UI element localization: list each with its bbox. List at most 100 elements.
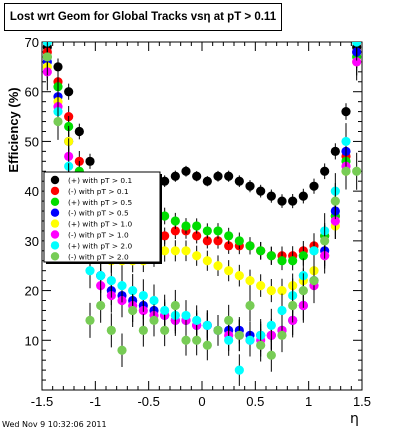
data-point <box>170 226 180 236</box>
legend-entry-label: (-) with pT > 0.5 <box>68 209 129 218</box>
data-point <box>213 226 223 236</box>
y-tick-label: 70 <box>25 35 39 50</box>
data-point <box>224 266 234 276</box>
data-point <box>170 216 180 226</box>
data-point <box>213 261 223 271</box>
x-tick-label: 1 <box>305 394 312 409</box>
data-point <box>245 241 255 251</box>
data-point <box>213 171 223 181</box>
legend-marker <box>50 252 60 261</box>
data-point <box>266 285 276 296</box>
data-point <box>224 335 234 345</box>
legend-entry-label: (-) with pT > 1.0 <box>68 231 129 240</box>
data-point <box>341 107 351 117</box>
data-point <box>149 315 159 325</box>
data-point <box>266 350 276 360</box>
data-point <box>181 166 191 176</box>
data-point <box>181 335 191 345</box>
data-point <box>160 231 170 241</box>
data-point <box>53 62 63 72</box>
data-point <box>160 305 170 316</box>
data-point <box>266 320 276 330</box>
data-point <box>202 176 212 186</box>
y-tick-label: 30 <box>25 234 39 249</box>
data-point <box>224 315 234 325</box>
legend-marker <box>50 186 60 196</box>
legend-entry-label: (+) with pT > 0.1 <box>68 176 132 185</box>
legend-marker <box>50 241 60 250</box>
data-point <box>128 305 138 316</box>
legend-box <box>43 171 161 263</box>
data-point <box>320 236 330 246</box>
data-point <box>245 335 255 345</box>
data-point <box>330 146 340 156</box>
data-point <box>352 57 362 67</box>
data-point <box>309 276 319 286</box>
x-tick-label: 0 <box>198 394 205 409</box>
data-point <box>256 340 266 350</box>
data-point <box>234 236 244 246</box>
data-point <box>192 251 202 261</box>
data-point <box>149 295 159 306</box>
data-point <box>234 330 244 340</box>
data-point <box>128 285 138 296</box>
data-point <box>330 196 340 206</box>
data-point <box>202 226 212 236</box>
data-point <box>181 221 191 231</box>
data-point <box>224 241 234 251</box>
data-point <box>181 310 191 321</box>
data-point <box>42 52 52 62</box>
data-point <box>256 186 266 196</box>
data-point <box>96 300 106 311</box>
data-point <box>352 166 362 176</box>
data-point <box>202 320 212 330</box>
legend-entry-label: (+) with pT > 2.0 <box>68 241 132 250</box>
legend-marker <box>50 197 60 206</box>
data-point <box>288 300 298 311</box>
data-point <box>106 325 116 335</box>
data-point <box>160 176 170 186</box>
data-point <box>170 246 180 256</box>
x-tick-label: 1.5 <box>353 394 371 409</box>
data-point <box>352 42 362 47</box>
y-tick-label: 20 <box>25 284 39 299</box>
legend-marker <box>50 230 60 239</box>
data-point <box>277 305 287 316</box>
x-tick-label: -0.5 <box>137 394 159 409</box>
data-point <box>85 266 95 276</box>
data-point <box>74 126 84 137</box>
data-point <box>309 181 319 191</box>
y-tick-label: 10 <box>25 333 39 348</box>
data-point <box>266 191 276 201</box>
data-point <box>192 315 202 325</box>
x-tick-label: 0.5 <box>246 394 264 409</box>
data-point <box>245 276 255 286</box>
data-point <box>85 315 95 325</box>
y-axis-label: Efficiency (%) <box>6 87 21 172</box>
data-point <box>234 365 244 375</box>
legend-entry-label: (+) with pT > 1.0 <box>68 220 132 229</box>
data-point <box>266 251 276 261</box>
data-point <box>224 171 234 181</box>
data-point <box>202 340 212 350</box>
data-point <box>330 216 340 226</box>
data-point <box>298 191 308 201</box>
x-tick-label: -1 <box>90 394 102 409</box>
data-point <box>202 236 212 246</box>
data-point <box>202 256 212 266</box>
data-point <box>245 300 255 311</box>
data-point <box>277 330 287 340</box>
legend-marker <box>50 219 60 228</box>
data-point <box>277 285 287 296</box>
data-point <box>64 87 74 97</box>
data-point <box>117 345 127 355</box>
data-point <box>170 171 180 181</box>
timestamp: Wed Nov 9 10:32:06 2011 <box>2 420 107 429</box>
x-axis-label: η <box>350 411 359 427</box>
data-point <box>309 246 319 256</box>
data-point <box>213 325 223 335</box>
data-point <box>53 116 63 127</box>
data-point <box>117 281 127 291</box>
data-point <box>245 181 255 191</box>
